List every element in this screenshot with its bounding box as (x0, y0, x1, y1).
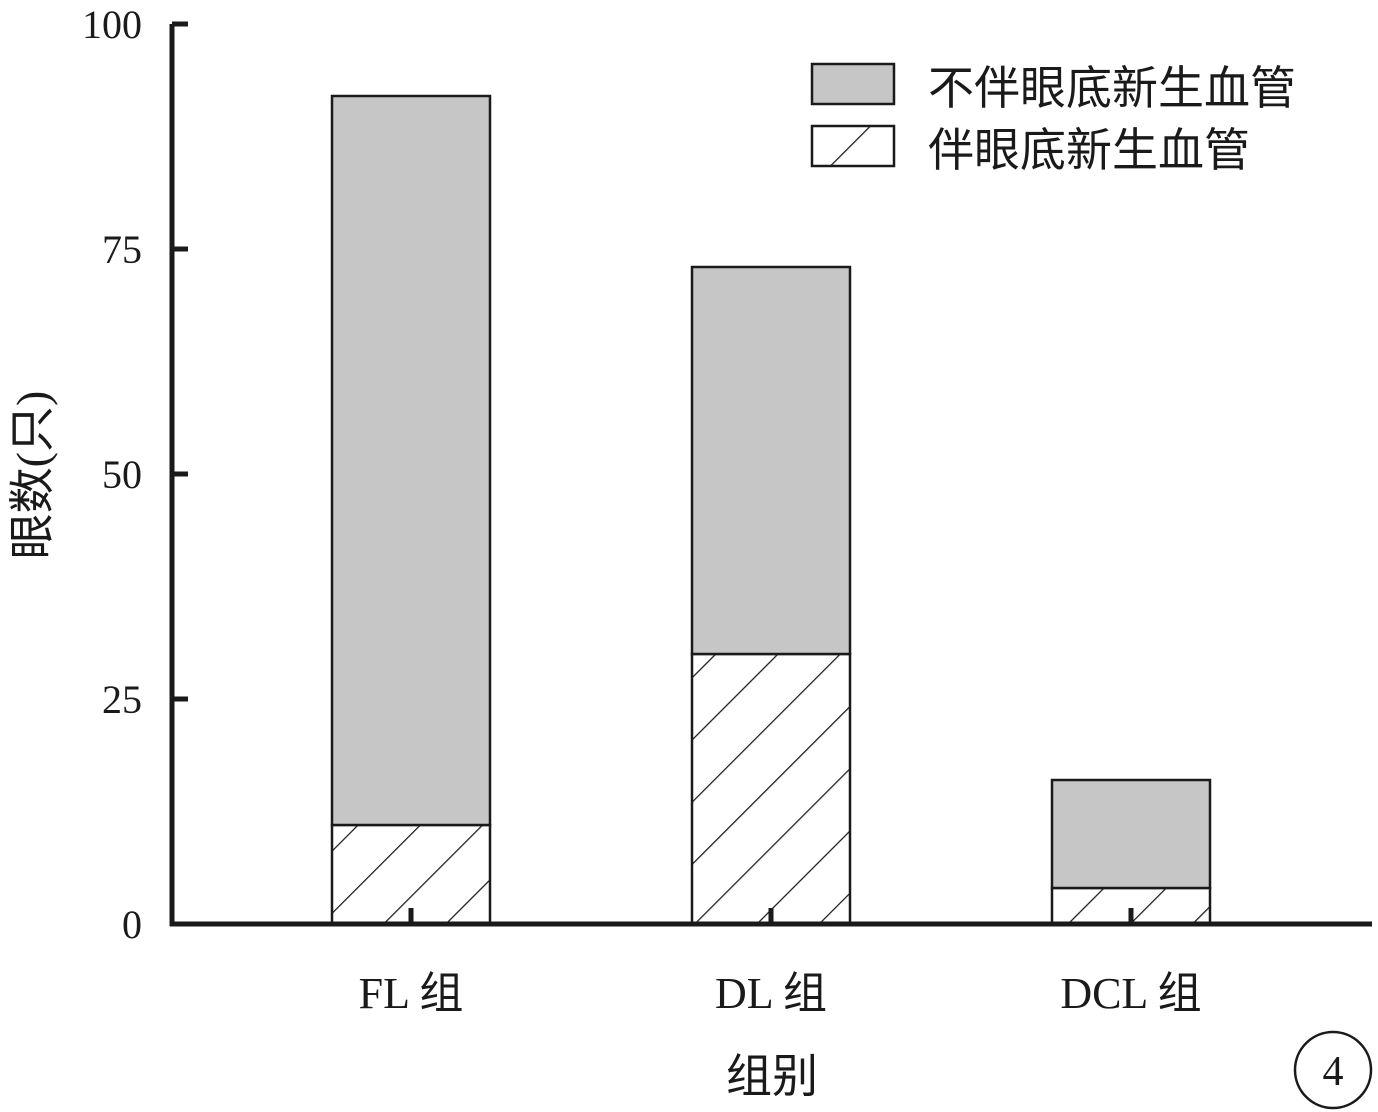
y-tick-label: 0 (122, 902, 142, 947)
legend-label-1: 伴眼底新生血管 (928, 125, 1250, 176)
legend: 不伴眼底新生血管 伴眼底新生血管 (810, 62, 1296, 176)
x-category-label: DL 组 (715, 969, 827, 1018)
bar-segment-with-nv (330, 823, 492, 926)
y-axis-title: 眼数(只) (7, 391, 58, 560)
x-labels-group: FL 组 DL 组 DCL 组 (359, 969, 1202, 1018)
y-tick-label: 50 (102, 452, 142, 497)
y-tick-label: 25 (102, 677, 142, 722)
bar-segment-without-nv (330, 94, 492, 827)
x-category-label: FL 组 (359, 969, 464, 1018)
y-tick-label: 75 (102, 227, 142, 272)
bar-segment-with-nv (690, 652, 852, 926)
panel-number: 4 (1323, 1049, 1344, 1095)
x-category-label: DCL 组 (1060, 969, 1201, 1018)
bars-group (330, 94, 1212, 926)
y-tick-label: 100 (82, 2, 142, 47)
legend-swatch-gray (810, 62, 896, 106)
legend-label-0: 不伴眼底新生血管 (928, 63, 1296, 114)
x-axis-title: 组别 (726, 1051, 818, 1102)
bar-segment-without-nv (690, 265, 852, 656)
y-ticks-group: 0 25 50 75 100 (82, 2, 188, 947)
bar-segment-without-nv (1050, 778, 1212, 890)
panel-number-circle (1293, 1030, 1373, 1110)
legend-swatch-hatch (810, 124, 896, 168)
